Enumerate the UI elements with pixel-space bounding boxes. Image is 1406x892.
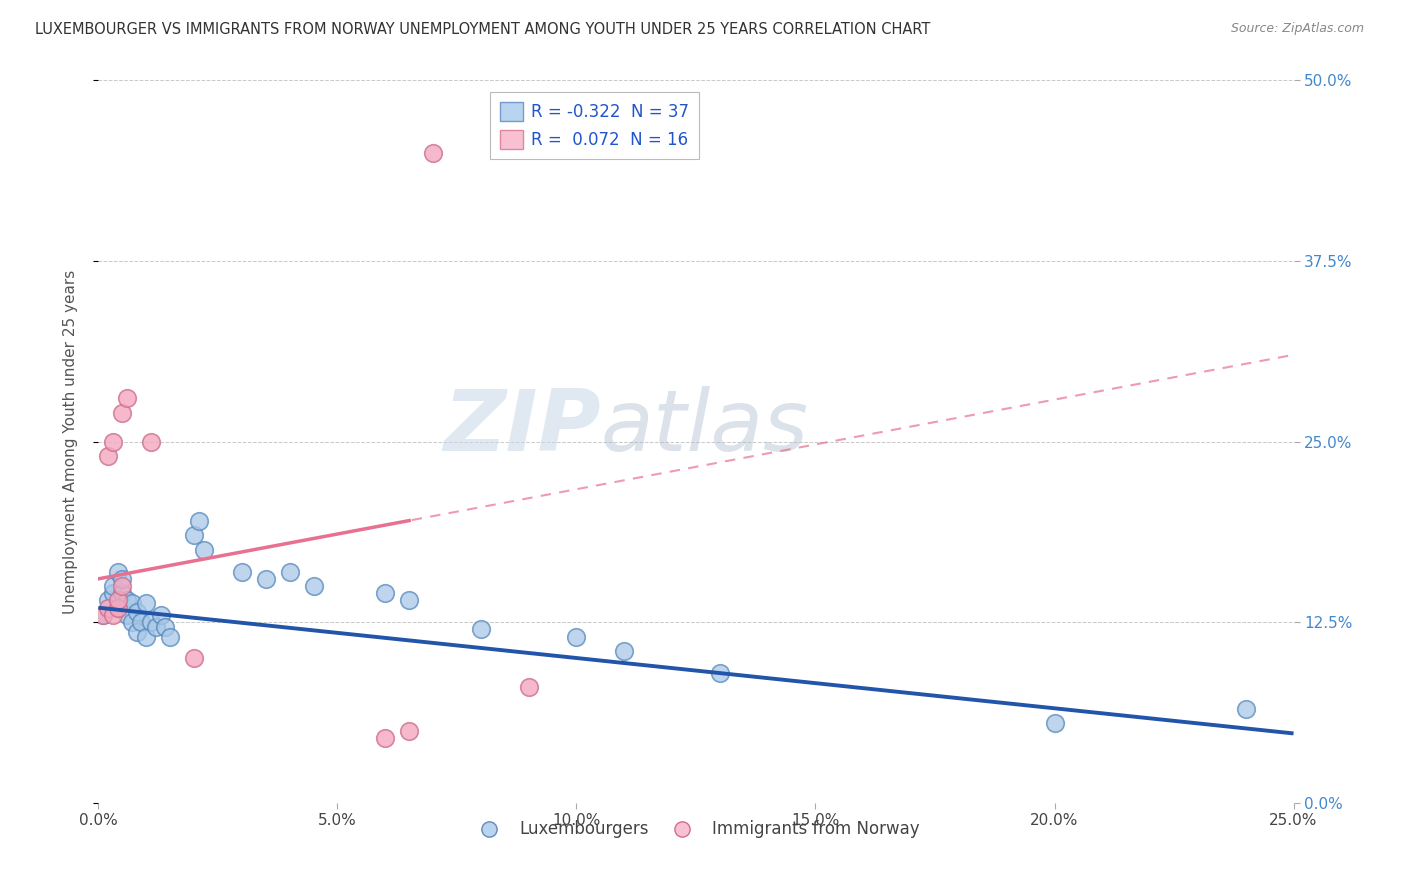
Point bbox=[101, 586, 124, 600]
Point bbox=[517, 680, 540, 694]
Point bbox=[374, 586, 396, 600]
Point bbox=[111, 572, 134, 586]
Text: atlas: atlas bbox=[600, 385, 808, 468]
Point bbox=[145, 619, 167, 633]
Point bbox=[149, 607, 172, 622]
Text: Source: ZipAtlas.com: Source: ZipAtlas.com bbox=[1230, 22, 1364, 36]
Point bbox=[121, 596, 143, 610]
Point bbox=[115, 593, 138, 607]
Point bbox=[97, 449, 120, 463]
Point bbox=[115, 607, 138, 622]
Point bbox=[565, 630, 588, 644]
Point bbox=[231, 565, 253, 579]
Point bbox=[183, 528, 205, 542]
Point bbox=[91, 607, 114, 622]
Point bbox=[135, 630, 157, 644]
Legend: Luxembourgers, Immigrants from Norway: Luxembourgers, Immigrants from Norway bbox=[465, 814, 927, 845]
Point bbox=[91, 607, 114, 622]
Point bbox=[111, 586, 134, 600]
Point bbox=[97, 593, 120, 607]
Point bbox=[135, 596, 157, 610]
Point bbox=[398, 723, 420, 738]
Point bbox=[254, 572, 277, 586]
Y-axis label: Unemployment Among Youth under 25 years: Unemployment Among Youth under 25 years bbox=[63, 269, 77, 614]
Point bbox=[470, 623, 492, 637]
Point bbox=[107, 600, 129, 615]
Point bbox=[374, 731, 396, 745]
Point bbox=[139, 615, 162, 630]
Point bbox=[183, 651, 205, 665]
Point bbox=[398, 593, 420, 607]
Point bbox=[613, 644, 636, 658]
Point bbox=[115, 391, 138, 405]
Point bbox=[97, 600, 120, 615]
Point bbox=[107, 593, 129, 607]
Point bbox=[111, 579, 134, 593]
Text: LUXEMBOURGER VS IMMIGRANTS FROM NORWAY UNEMPLOYMENT AMONG YOUTH UNDER 25 YEARS C: LUXEMBOURGER VS IMMIGRANTS FROM NORWAY U… bbox=[35, 22, 931, 37]
Point bbox=[422, 145, 444, 160]
Point bbox=[121, 615, 143, 630]
Point bbox=[139, 434, 162, 449]
Point bbox=[155, 619, 177, 633]
Point bbox=[111, 406, 134, 420]
Point bbox=[187, 514, 209, 528]
Point bbox=[101, 607, 124, 622]
Point bbox=[107, 565, 129, 579]
Point bbox=[125, 625, 148, 640]
Point bbox=[125, 605, 148, 619]
Point bbox=[131, 615, 153, 630]
Point bbox=[159, 630, 181, 644]
Point bbox=[101, 579, 124, 593]
Point bbox=[193, 542, 215, 557]
Point bbox=[709, 665, 731, 680]
Point bbox=[302, 579, 325, 593]
Point bbox=[101, 434, 124, 449]
Text: ZIP: ZIP bbox=[443, 385, 600, 468]
Point bbox=[278, 565, 301, 579]
Point bbox=[1234, 702, 1257, 716]
Point bbox=[107, 600, 129, 615]
Point bbox=[1043, 716, 1066, 731]
